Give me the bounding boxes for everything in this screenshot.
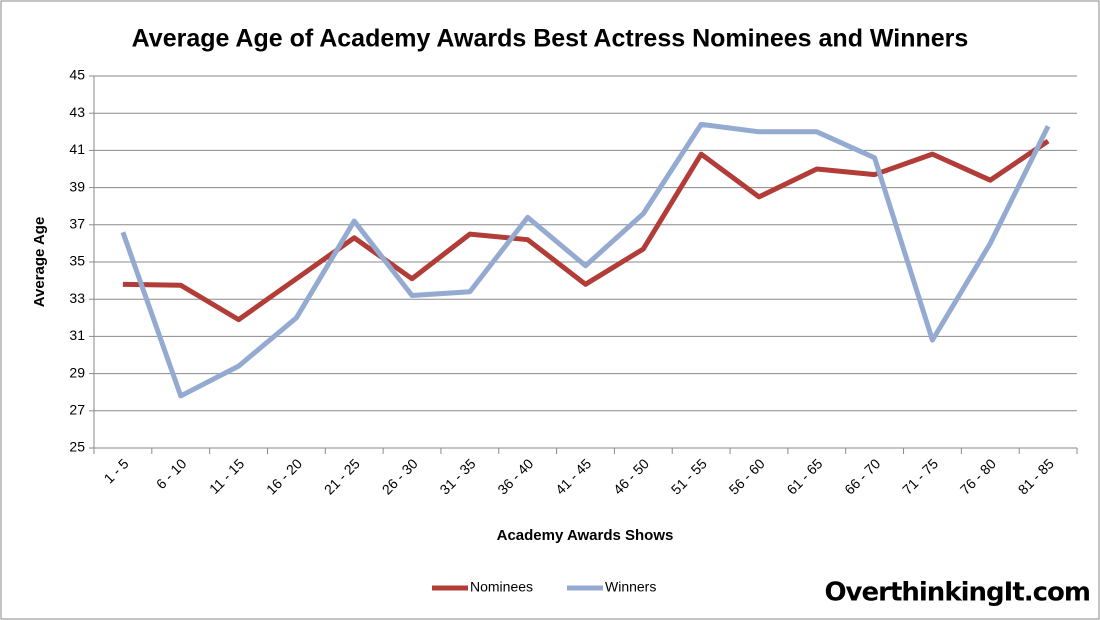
legend-label: Nominees <box>470 579 533 595</box>
chart-title: Average Age of Academy Awards Best Actre… <box>132 25 969 53</box>
y-tick-label: 37 <box>69 216 85 232</box>
legend-label: Winners <box>605 579 656 595</box>
y-tick-label: 45 <box>69 67 85 83</box>
data-line <box>120 121 1051 399</box>
y-axis-title: Average Age <box>31 217 48 308</box>
y-tick-label: 27 <box>69 402 85 418</box>
data-line <box>122 139 1050 323</box>
x-axis-title: Academy Awards Shows <box>497 527 674 544</box>
y-tick-label: 35 <box>69 253 85 269</box>
y-tick-label: 33 <box>69 290 85 306</box>
y-tick-label: 31 <box>69 327 85 343</box>
y-tick-label: 39 <box>69 178 85 194</box>
watermark: OverthinkingIt.com <box>824 578 1090 608</box>
y-tick-label: 43 <box>69 104 85 120</box>
y-tick-label: 41 <box>69 141 85 157</box>
y-tick-label: 29 <box>69 364 85 380</box>
y-tick-label: 25 <box>69 439 85 455</box>
